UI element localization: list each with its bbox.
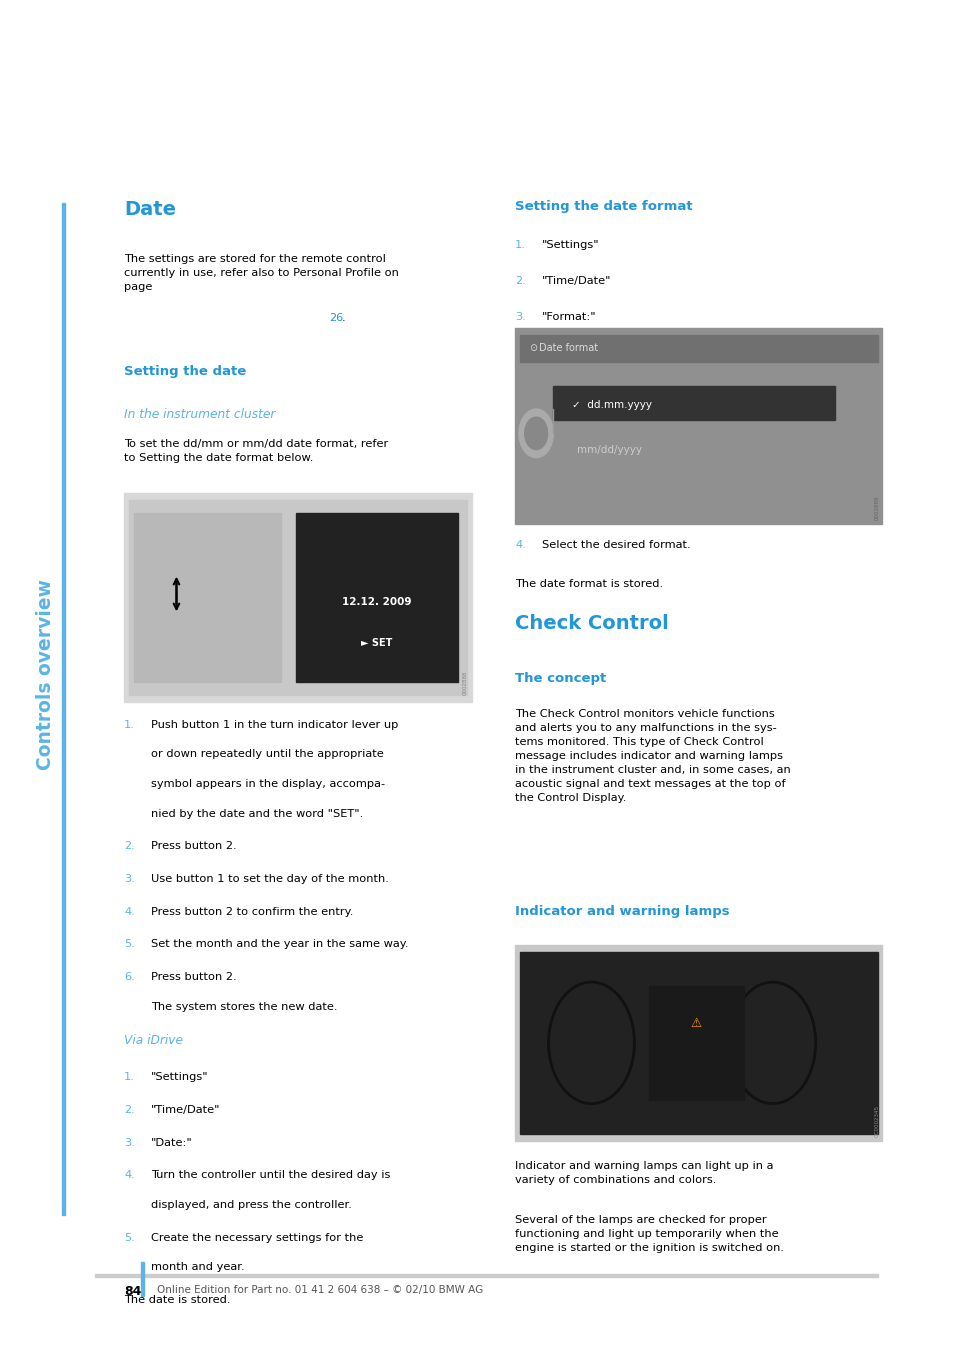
Text: Via iDrive: Via iDrive [124, 1034, 183, 1048]
Text: Setting the date: Setting the date [124, 364, 246, 378]
Text: "Format:": "Format:" [541, 312, 596, 321]
Text: Create the necessary settings for the: Create the necessary settings for the [151, 1233, 363, 1242]
Text: Select the desired format.: Select the desired format. [541, 540, 690, 549]
Text: 5.: 5. [124, 940, 134, 949]
Text: Check Control: Check Control [515, 614, 668, 633]
Text: 2.: 2. [124, 1104, 134, 1115]
Text: .: . [341, 313, 345, 323]
Text: Push button 1 in the turn indicator lever up: Push button 1 in the turn indicator leve… [151, 720, 397, 729]
Text: 5.: 5. [124, 1233, 134, 1242]
Text: 3.: 3. [515, 312, 525, 321]
Text: Press button 2.: Press button 2. [151, 972, 236, 981]
Text: 4.: 4. [124, 907, 134, 917]
Bar [124, 493, 472, 702]
Text: 84: 84 [124, 1285, 141, 1299]
Text: The settings are stored for the remote control
currently in use, refer also to P: The settings are stored for the remote c… [124, 254, 398, 292]
Text: "Settings": "Settings" [151, 1072, 208, 1083]
Text: 26: 26 [329, 313, 343, 323]
Bar [519, 335, 877, 362]
Bar [295, 513, 457, 682]
Text: 4.: 4. [124, 1170, 134, 1180]
Text: Press button 2 to confirm the entry.: Press button 2 to confirm the entry. [151, 907, 353, 917]
Bar [62, 202, 65, 1215]
Text: The system stores the new date.: The system stores the new date. [151, 1002, 336, 1011]
Bar [519, 952, 877, 1134]
Bar [553, 386, 834, 420]
Bar [141, 1262, 144, 1296]
Text: mm/dd/yyyy: mm/dd/yyyy [577, 444, 641, 455]
Circle shape [524, 417, 547, 450]
Text: To set the dd/mm or mm/dd date format, refer
to Setting the date format below.: To set the dd/mm or mm/dd date format, r… [124, 439, 388, 463]
Text: ✓  dd.mm.yyyy: ✓ dd.mm.yyyy [572, 400, 652, 410]
Text: Online Edition for Part no. 01 41 2 604 638 – © 02/10 BMW AG: Online Edition for Part no. 01 41 2 604 … [157, 1285, 483, 1295]
Text: Use button 1 to set the day of the month.: Use button 1 to set the day of the month… [151, 873, 388, 884]
Text: 1.: 1. [124, 720, 134, 729]
Text: Turn the controller until the desired day is: Turn the controller until the desired da… [151, 1170, 390, 1180]
Text: symbol appears in the display, accompa-: symbol appears in the display, accompa- [151, 779, 384, 788]
Text: Setting the date format: Setting the date format [515, 200, 692, 213]
Text: 2.: 2. [515, 275, 525, 286]
Bar [515, 328, 882, 524]
Bar [95, 1274, 877, 1277]
Text: Controls overview: Controls overview [36, 579, 55, 771]
Text: Date: Date [124, 200, 176, 219]
Text: Date format: Date format [538, 343, 598, 354]
Text: 1.: 1. [124, 1072, 134, 1083]
Text: Set the month and the year in the same way.: Set the month and the year in the same w… [151, 940, 408, 949]
Text: CC0002345: CC0002345 [874, 1104, 879, 1137]
Text: "Time/Date": "Time/Date" [541, 275, 611, 286]
Text: The concept: The concept [515, 672, 606, 686]
Text: "Date:": "Date:" [151, 1138, 193, 1148]
Text: The date format is stored.: The date format is stored. [515, 579, 662, 589]
Text: 2.: 2. [124, 841, 134, 852]
Text: In the instrument cluster: In the instrument cluster [124, 408, 275, 421]
Text: "Settings": "Settings" [541, 240, 598, 250]
Text: 12.12. 2009: 12.12. 2009 [342, 597, 411, 606]
Bar [129, 500, 467, 695]
Text: 1.: 1. [515, 240, 525, 250]
Bar [133, 513, 281, 682]
Text: Press button 2.: Press button 2. [151, 841, 236, 852]
Bar [648, 986, 743, 1100]
Text: nied by the date and the word "SET".: nied by the date and the word "SET". [151, 809, 362, 818]
Text: 6.: 6. [124, 972, 134, 981]
Text: The date is stored.: The date is stored. [124, 1295, 231, 1305]
Circle shape [518, 409, 553, 458]
Text: Indicator and warning lamps: Indicator and warning lamps [515, 904, 729, 918]
Text: month and year.: month and year. [151, 1262, 244, 1272]
Text: ► SET: ► SET [361, 639, 392, 648]
Text: 3.: 3. [124, 1138, 134, 1148]
Text: Several of the lamps are checked for proper
functioning and light up temporarily: Several of the lamps are checked for pro… [515, 1215, 783, 1253]
Text: 3.: 3. [124, 873, 134, 884]
Text: ⚠: ⚠ [690, 1017, 701, 1030]
Text: 4.: 4. [515, 540, 525, 549]
Text: Indicator and warning lamps can light up in a
variety of combinations and colors: Indicator and warning lamps can light up… [515, 1161, 773, 1185]
Text: or down repeatedly until the appropriate: or down repeatedly until the appropriate [151, 749, 383, 759]
Text: ⊙: ⊙ [529, 343, 537, 354]
Text: The Check Control monitors vehicle functions
and alerts you to any malfunctions : The Check Control monitors vehicle funct… [515, 709, 790, 803]
Text: 0002888: 0002888 [462, 671, 467, 695]
Text: displayed, and press the controller.: displayed, and press the controller. [151, 1200, 352, 1210]
Bar [515, 945, 882, 1141]
Text: 0002889: 0002889 [874, 495, 879, 520]
Text: "Time/Date": "Time/Date" [151, 1104, 220, 1115]
